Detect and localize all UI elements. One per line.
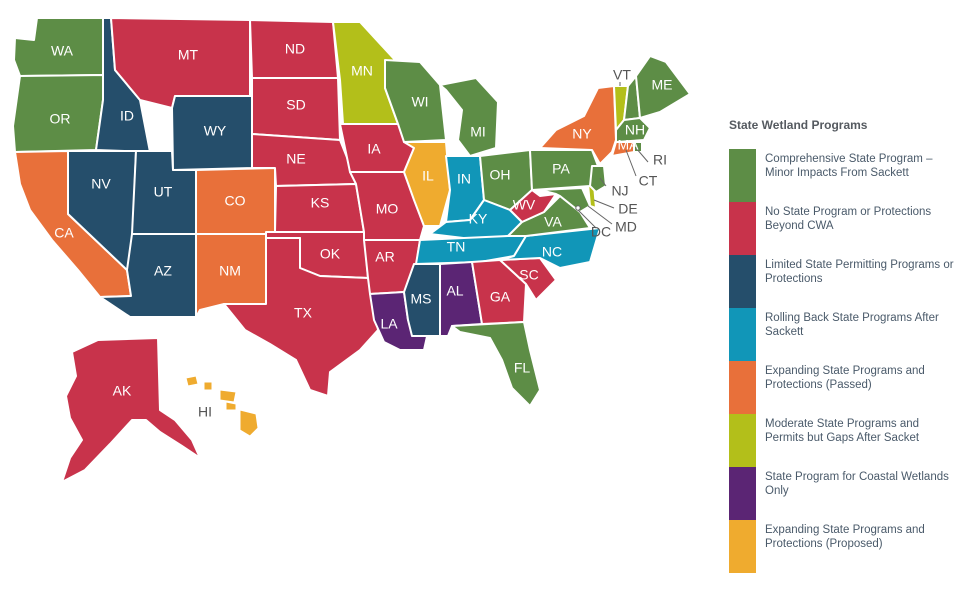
legend-item: State Program for Coastal Wetlands Only <box>729 467 955 520</box>
state-label-ny: NY <box>572 126 592 142</box>
legend-title: State Wetland Programs <box>729 118 868 132</box>
legend-swatch <box>729 308 756 361</box>
state-label-nd: ND <box>285 41 305 57</box>
state-label-ms: MS <box>411 291 432 307</box>
state-label-mt: MT <box>178 47 199 63</box>
state-label-ky: KY <box>469 211 488 227</box>
state-label-fl: FL <box>514 360 531 376</box>
state-fl[interactable] <box>451 321 541 407</box>
state-label-ri: RI <box>653 152 667 168</box>
state-label-ne: NE <box>286 151 305 167</box>
legend-label: Expanding State Programs and Protections… <box>765 365 925 391</box>
state-ak[interactable] <box>61 337 201 483</box>
legend-label: Rolling Back State Programs After Sacket… <box>765 312 939 338</box>
state-label-ia: IA <box>367 141 381 157</box>
state-label-ma: MA <box>618 137 640 153</box>
state-label-tn: TN <box>447 239 466 255</box>
state-label-ga: GA <box>490 289 511 305</box>
state-label-me: ME <box>652 77 673 93</box>
state-label-id: ID <box>120 108 134 124</box>
state-label-ct: CT <box>639 173 658 189</box>
state-label-nc: NC <box>542 244 562 260</box>
state-nj[interactable] <box>589 165 607 193</box>
legend-swatch <box>729 361 756 414</box>
state-label-al: AL <box>446 283 463 299</box>
state-label-ca: CA <box>54 225 74 241</box>
state-label-sc: SC <box>519 267 538 283</box>
state-label-il: IL <box>422 168 434 184</box>
state-label-ak: AK <box>113 383 132 399</box>
legend-label: Comprehensive State Program – Minor Impa… <box>765 153 933 179</box>
us-state-map: WA OR CA ID NV UT AZ MT WY CO NM ND SD NE KS OK TX MN IA MO… <box>12 17 691 483</box>
state-label-de: DE <box>618 201 637 217</box>
state-label-co: CO <box>225 193 246 209</box>
state-label-wv: WV <box>513 197 536 213</box>
legend-label: No State Program or Protections Beyond C… <box>765 206 932 232</box>
state-label-wa: WA <box>51 43 74 59</box>
legend-label: Limited State Permitting Programs or Pro… <box>765 259 954 285</box>
state-label-vt: VT <box>613 67 631 83</box>
state-label-in: IN <box>457 171 471 187</box>
state-label-ar: AR <box>375 249 394 265</box>
state-label-dc: DC <box>591 224 611 240</box>
legend-swatch <box>729 149 756 202</box>
state-label-wi: WI <box>411 94 428 110</box>
state-label-or: OR <box>50 111 71 127</box>
legend-label: Expanding State Programs and Protections… <box>765 524 925 550</box>
state-label-mo: MO <box>376 201 399 217</box>
legend-item: Moderate State Programs and Permits but … <box>729 414 955 467</box>
state-label-oh: OH <box>490 167 511 183</box>
legend: State Wetland Programs Comprehensive Sta… <box>729 118 955 573</box>
legend-item: Expanding State Programs and Protections… <box>729 520 955 573</box>
state-label-mi: MI <box>470 124 486 140</box>
legend-item: Limited State Permitting Programs or Pro… <box>729 255 955 308</box>
state-ga[interactable] <box>471 259 527 325</box>
state-label-md: MD <box>615 219 637 235</box>
state-label-sd: SD <box>286 97 305 113</box>
state-label-va: VA <box>544 214 562 230</box>
legend-swatch <box>729 520 756 573</box>
state-label-nj: NJ <box>611 183 628 199</box>
legend-item: No State Program or Protections Beyond C… <box>729 202 955 255</box>
state-label-pa: PA <box>552 161 570 177</box>
legend-items: Comprehensive State Program – Minor Impa… <box>729 149 955 573</box>
leader-lines <box>575 82 649 229</box>
state-label-hi: HI <box>198 404 212 420</box>
state-label-nh: NH <box>625 122 645 138</box>
state-label-tx: TX <box>294 305 313 321</box>
state-mi[interactable] <box>439 77 499 157</box>
legend-label: Moderate State Programs and Permits but … <box>765 418 920 444</box>
state-label-ok: OK <box>320 246 341 262</box>
state-label-nm: NM <box>219 263 241 279</box>
legend-swatch <box>729 414 756 467</box>
state-hi[interactable] <box>185 375 259 437</box>
state-label-ut: UT <box>154 184 173 200</box>
legend-swatch <box>729 202 756 255</box>
legend-label: State Program for Coastal Wetlands Only <box>765 471 949 497</box>
state-ri[interactable] <box>633 141 643 153</box>
state-label-ks: KS <box>311 195 330 211</box>
legend-item: Comprehensive State Program – Minor Impa… <box>729 149 955 202</box>
legend-swatch <box>729 467 756 520</box>
state-tx[interactable] <box>223 237 379 397</box>
state-label-la: LA <box>380 316 398 332</box>
legend-item: Expanding State Programs and Protections… <box>729 361 955 414</box>
state-label-wy: WY <box>204 123 227 139</box>
state-label-mn: MN <box>351 63 373 79</box>
state-label-az: AZ <box>154 263 172 279</box>
legend-item: Rolling Back State Programs After Sacket… <box>729 308 955 361</box>
legend-swatch <box>729 255 756 308</box>
state-label-nv: NV <box>91 176 111 192</box>
